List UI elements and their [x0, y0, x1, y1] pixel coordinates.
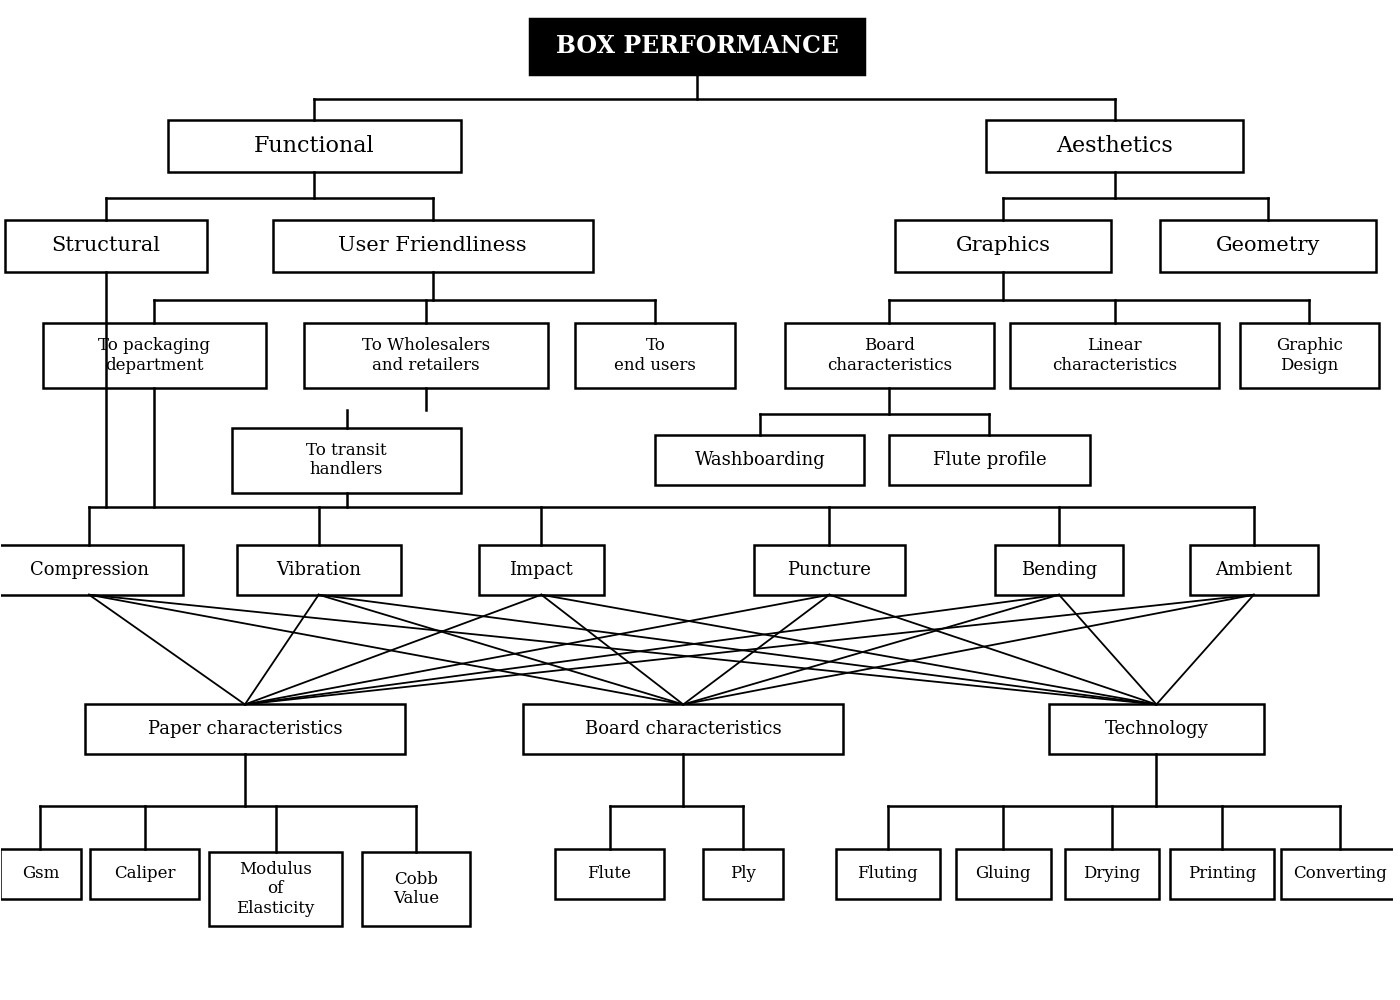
FancyBboxPatch shape [1240, 323, 1379, 388]
Text: Paper characteristics: Paper characteristics [147, 720, 342, 738]
Text: Puncture: Puncture [787, 561, 871, 579]
FancyBboxPatch shape [273, 220, 592, 272]
Text: Washboarding: Washboarding [694, 451, 825, 469]
Text: Caliper: Caliper [113, 865, 175, 882]
Text: Graphic
Design: Graphic Design [1275, 337, 1343, 374]
FancyBboxPatch shape [986, 120, 1243, 172]
FancyBboxPatch shape [956, 849, 1050, 899]
Text: Gluing: Gluing [976, 865, 1030, 882]
FancyBboxPatch shape [524, 704, 843, 754]
FancyBboxPatch shape [1281, 849, 1399, 899]
Text: Vibration: Vibration [276, 561, 361, 579]
FancyBboxPatch shape [43, 323, 266, 388]
Text: Linear
characteristics: Linear characteristics [1051, 337, 1177, 374]
FancyBboxPatch shape [1169, 849, 1274, 899]
Text: Technology: Technology [1105, 720, 1208, 738]
FancyBboxPatch shape [889, 435, 1091, 485]
Text: Ply: Ply [731, 865, 756, 882]
Text: Gsm: Gsm [21, 865, 59, 882]
FancyBboxPatch shape [575, 323, 735, 388]
FancyBboxPatch shape [995, 545, 1123, 595]
FancyBboxPatch shape [785, 323, 994, 388]
FancyBboxPatch shape [231, 428, 462, 493]
Text: To packaging
department: To packaging department [98, 337, 210, 374]
FancyBboxPatch shape [1064, 849, 1159, 899]
FancyBboxPatch shape [168, 120, 461, 172]
FancyBboxPatch shape [531, 19, 864, 74]
FancyBboxPatch shape [1049, 704, 1264, 754]
Text: Board
characteristics: Board characteristics [826, 337, 952, 374]
FancyBboxPatch shape [0, 545, 183, 595]
FancyBboxPatch shape [1159, 220, 1376, 272]
FancyBboxPatch shape [836, 849, 939, 899]
Text: Drying: Drying [1084, 865, 1141, 882]
Text: To
end users: To end users [615, 337, 696, 374]
FancyBboxPatch shape [210, 852, 342, 926]
Text: Structural: Structural [52, 236, 160, 255]
Text: Bending: Bending [1021, 561, 1098, 579]
Text: Aesthetics: Aesthetics [1056, 135, 1173, 157]
FancyBboxPatch shape [237, 545, 400, 595]
Text: Cobb
Value: Cobb Value [393, 871, 440, 907]
FancyBboxPatch shape [91, 849, 199, 899]
Text: Modulus
of
Elasticity: Modulus of Elasticity [237, 861, 315, 917]
FancyBboxPatch shape [85, 704, 405, 754]
Text: Flute profile: Flute profile [932, 451, 1046, 469]
Text: BOX PERFORMANCE: BOX PERFORMANCE [556, 34, 839, 58]
FancyBboxPatch shape [703, 849, 784, 899]
Text: Board characteristics: Board characteristics [585, 720, 781, 738]
FancyBboxPatch shape [755, 545, 904, 595]
Text: To transit
handlers: To transit handlers [307, 442, 386, 478]
FancyBboxPatch shape [0, 849, 81, 899]
Text: To Wholesalers
and retailers: To Wholesalers and retailers [361, 337, 490, 374]
Text: Functional: Functional [255, 135, 375, 157]
FancyBboxPatch shape [655, 435, 864, 485]
FancyBboxPatch shape [4, 220, 207, 272]
Text: User Friendliness: User Friendliness [339, 236, 526, 255]
Text: Compression: Compression [29, 561, 148, 579]
FancyBboxPatch shape [1190, 545, 1317, 595]
Text: Impact: Impact [510, 561, 573, 579]
FancyBboxPatch shape [479, 545, 603, 595]
FancyBboxPatch shape [1011, 323, 1219, 388]
FancyBboxPatch shape [304, 323, 547, 388]
Text: Printing: Printing [1187, 865, 1256, 882]
FancyBboxPatch shape [896, 220, 1112, 272]
Text: Converting: Converting [1294, 865, 1387, 882]
FancyBboxPatch shape [361, 852, 470, 926]
Text: Flute: Flute [588, 865, 631, 882]
Text: Graphics: Graphics [956, 236, 1051, 255]
Text: Geometry: Geometry [1215, 236, 1320, 255]
FancyBboxPatch shape [556, 849, 664, 899]
Text: Fluting: Fluting [858, 865, 918, 882]
Text: Ambient: Ambient [1215, 561, 1292, 579]
